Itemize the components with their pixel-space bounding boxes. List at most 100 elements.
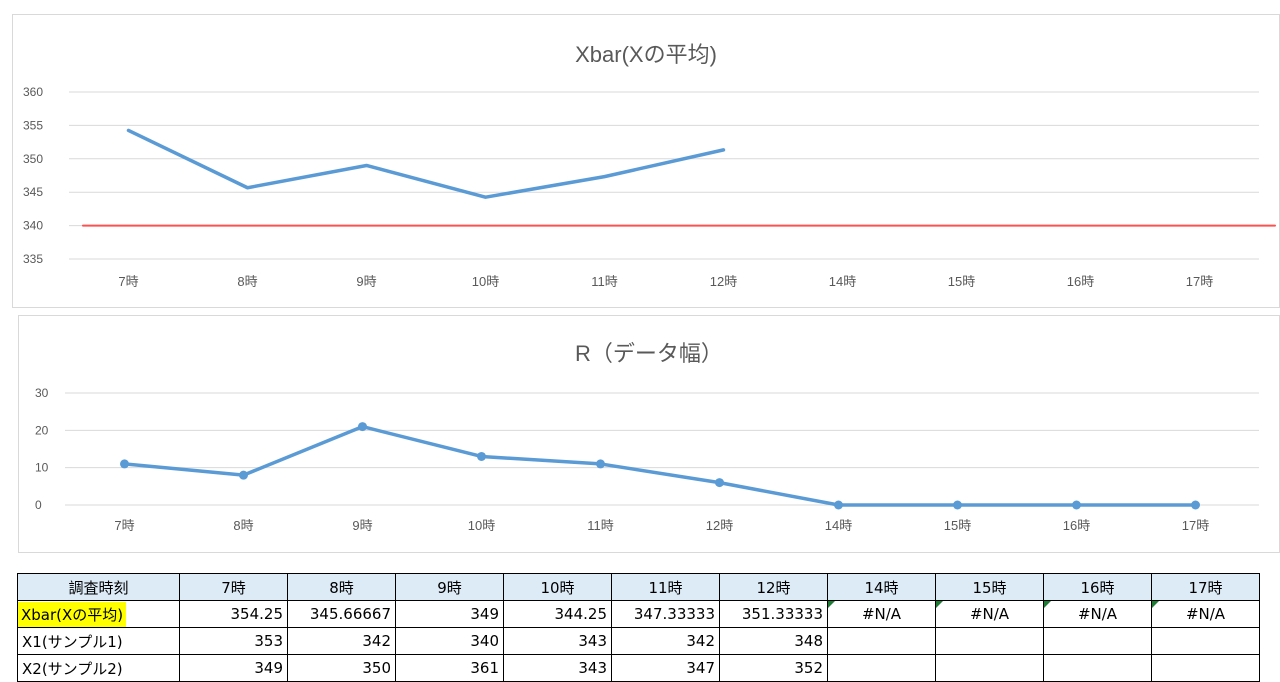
table-row: X2(サンプル2) 349 350 361 343 347 352: [17, 654, 1260, 682]
series-line: [126, 128, 726, 199]
cell-text: #N/A: [1185, 605, 1226, 623]
data-cell[interactable]: 340: [395, 627, 504, 655]
data-cell[interactable]: [935, 627, 1044, 655]
error-indicator-icon: [1044, 601, 1051, 608]
cell-text: 342: [362, 632, 391, 650]
header-cell[interactable]: 調査時刻: [17, 573, 180, 601]
data-cell[interactable]: [1151, 627, 1260, 655]
x-tick-label: 16時: [1067, 274, 1094, 289]
data-cell[interactable]: 344.25: [503, 600, 612, 628]
cell-text: 7時: [221, 578, 246, 597]
data-cell[interactable]: 353: [179, 627, 288, 655]
header-cell[interactable]: 16時: [1043, 573, 1152, 601]
data-cell[interactable]: 347.33333: [611, 600, 720, 628]
header-cell[interactable]: 11時: [611, 573, 720, 601]
cell-text: 354.25: [230, 605, 284, 623]
data-cell[interactable]: 342: [611, 627, 720, 655]
row-label-cell[interactable]: Xbar(Xの平均): [17, 600, 180, 628]
y-tick-label: 30: [35, 386, 49, 400]
data-cell[interactable]: [935, 654, 1044, 682]
data-cell[interactable]: 349: [395, 600, 504, 628]
cell-text: 12時: [756, 578, 791, 597]
y-tick-label: 360: [23, 85, 43, 99]
x-tick-label: 12時: [710, 274, 737, 289]
chart-title: Xbar(Xの平均): [575, 42, 717, 67]
cell-text: 17時: [1188, 578, 1223, 597]
data-cell[interactable]: [827, 627, 936, 655]
data-cell[interactable]: 351.33333: [719, 600, 828, 628]
data-point: [953, 500, 962, 510]
y-tick-label: 0: [35, 498, 42, 512]
cell-text: 10時: [540, 578, 575, 597]
data-cell[interactable]: 342: [287, 627, 396, 655]
cell-text: 353: [254, 632, 283, 650]
cell-text: 343: [578, 632, 607, 650]
data-cell[interactable]: #N/A: [1043, 600, 1152, 628]
x-tick-label: 8時: [237, 274, 257, 289]
row-label-cell[interactable]: X2(サンプル2): [17, 654, 180, 682]
row-label-cell[interactable]: X1(サンプル1): [17, 627, 180, 655]
data-point: [239, 470, 248, 480]
data-cell[interactable]: [1043, 654, 1152, 682]
cell-text: 347: [686, 659, 715, 677]
series-line: [122, 424, 1198, 507]
cell-text: 349: [254, 659, 283, 677]
data-cell[interactable]: 345.66667: [287, 600, 396, 628]
range-chart: R（データ幅） 0 10 20 30 7時 8時 9時 10時 11時 12時 14時 15時 16時 1…: [18, 315, 1280, 553]
header-cell[interactable]: 7時: [179, 573, 288, 601]
x-tick-label: 14時: [825, 518, 852, 533]
data-cell[interactable]: 343: [503, 654, 612, 682]
x-tick-label: 7時: [118, 274, 138, 289]
data-cell[interactable]: 352: [719, 654, 828, 682]
x-tick-label: 10時: [472, 274, 499, 289]
y-tick-label: 335: [23, 252, 43, 266]
cell-text: 調査時刻: [68, 578, 129, 597]
data-cell[interactable]: 349: [179, 654, 288, 682]
x-tick-label: 11時: [591, 274, 618, 289]
data-cell[interactable]: 343: [503, 627, 612, 655]
header-cell[interactable]: 8時: [287, 573, 396, 601]
x-tick-label: 12時: [706, 518, 733, 533]
data-point: [1191, 500, 1200, 510]
header-cell[interactable]: 10時: [503, 573, 612, 601]
x-tick-label: 11時: [587, 518, 614, 533]
cell-text: 347.33333: [633, 605, 715, 623]
data-cell[interactable]: 354.25: [179, 600, 288, 628]
data-point: [715, 478, 724, 488]
range-chart-plot: 0 10 20 30 7時 8時 9時 10時 11時 12時 14時 15時 16時 17時: [35, 386, 1259, 533]
data-cell[interactable]: 361: [395, 654, 504, 682]
cell-text: 11時: [648, 578, 683, 597]
header-cell[interactable]: 17時: [1151, 573, 1260, 601]
data-cell[interactable]: #N/A: [935, 600, 1044, 628]
header-cell[interactable]: 14時: [827, 573, 936, 601]
table-header-row: 調査時刻 7時 8時 9時 10時 11時 12時 14時 15時 16時 17時: [17, 573, 1260, 601]
y-tick-label: 350: [23, 152, 43, 166]
data-point: [120, 459, 129, 469]
y-tick-label: 355: [23, 118, 43, 132]
cell-text: 350: [362, 659, 391, 677]
y-tick-label: 20: [35, 423, 49, 437]
cell-text: 14時: [864, 578, 899, 597]
cell-text: 342: [686, 632, 715, 650]
data-cell[interactable]: 348: [719, 627, 828, 655]
header-cell[interactable]: 12時: [719, 573, 828, 601]
header-cell[interactable]: 9時: [395, 573, 504, 601]
cell-text: #N/A: [969, 605, 1010, 623]
y-tick-label: 345: [23, 185, 43, 199]
header-cell[interactable]: 15時: [935, 573, 1044, 601]
data-cell[interactable]: [1043, 627, 1152, 655]
data-cell[interactable]: [1151, 654, 1260, 682]
cell-text: 345.66667: [309, 605, 391, 623]
chart-title: R（データ幅）: [575, 341, 723, 366]
data-cell[interactable]: 350: [287, 654, 396, 682]
x-tick-label: 10時: [468, 518, 495, 533]
data-cell[interactable]: 347: [611, 654, 720, 682]
x-tick-label: 8時: [233, 518, 253, 533]
data-cell[interactable]: #N/A: [827, 600, 936, 628]
data-cell[interactable]: #N/A: [1151, 600, 1260, 628]
table-row: Xbar(Xの平均) 354.25 345.66667 349 344.25 347.33…: [17, 600, 1260, 628]
cell-text: Xbar(Xの平均): [18, 601, 127, 627]
cell-text: X1(サンプル1): [22, 632, 123, 651]
cell-text: 361: [470, 659, 499, 677]
data-cell[interactable]: [827, 654, 936, 682]
